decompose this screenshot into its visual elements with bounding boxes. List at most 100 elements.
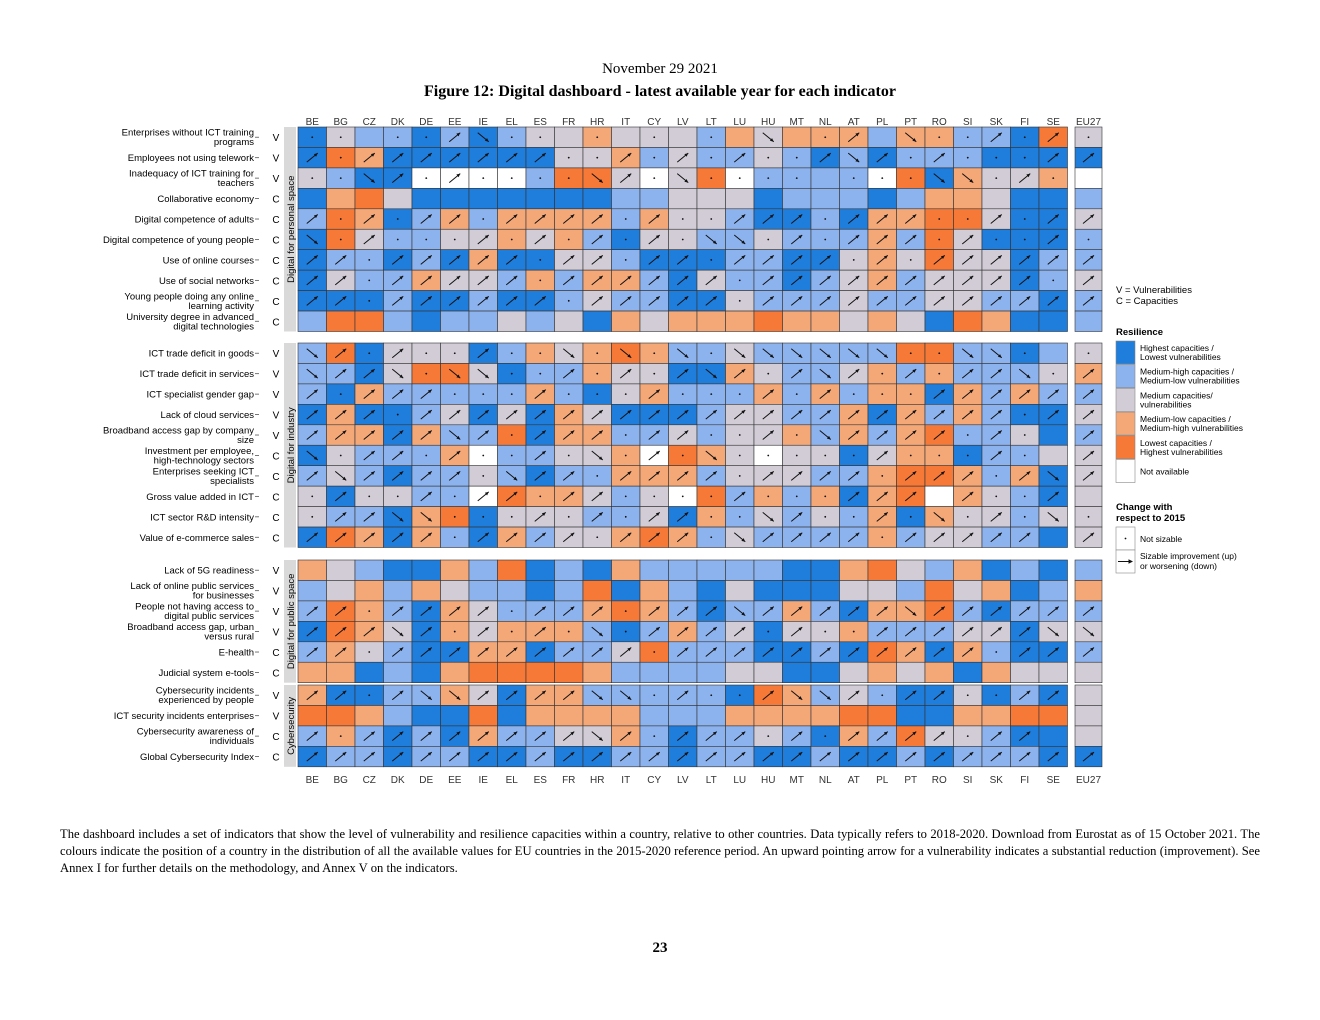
change-dot — [510, 610, 513, 613]
change-arrow-up-head — [997, 450, 1002, 455]
change-arrow-up-head — [883, 647, 888, 652]
change-dot — [624, 393, 627, 396]
column-header-top-ee: EE — [448, 117, 462, 128]
heatmap-cell — [554, 580, 584, 602]
heatmap-cell — [582, 705, 612, 727]
change-arrow-up-head — [912, 491, 917, 496]
change-dot — [596, 136, 599, 139]
change-arrow-up-head — [655, 606, 660, 611]
change-dot — [966, 694, 969, 697]
legend-swatch-label-cont: Medium-low vulnerabilities — [1140, 376, 1240, 386]
change-dot — [539, 259, 542, 261]
group-strip — [284, 560, 296, 683]
heatmap-cell — [611, 705, 641, 727]
change-dot — [909, 393, 912, 396]
change-dot — [311, 136, 314, 139]
change-arrow-up-head — [399, 606, 404, 611]
change-arrow-up-head — [484, 275, 489, 280]
change-arrow-up-head — [940, 627, 945, 631]
change-arrow-up-head — [1054, 255, 1059, 260]
heatmap-cell — [639, 188, 669, 210]
change-dot — [425, 372, 428, 375]
change-arrow-down-head — [427, 517, 432, 522]
row-label: ICT sector R&D intensity — [150, 512, 254, 523]
change-arrow-up-head — [627, 471, 632, 476]
change-arrow-up-head — [855, 369, 860, 373]
change-arrow-up-head — [627, 296, 632, 300]
row-type: V — [273, 370, 280, 381]
change-arrow-up-head — [883, 627, 888, 631]
column-header-bottom-be: BE — [306, 775, 320, 786]
change-arrow-up-head — [627, 731, 632, 736]
change-dot — [425, 238, 428, 241]
change-arrow-up-head — [1090, 752, 1094, 756]
change-arrow-up-head — [370, 627, 375, 631]
change-dot — [795, 177, 798, 180]
row-type: V — [273, 628, 280, 639]
change-arrow-up-head — [313, 647, 318, 652]
heatmap-cell — [668, 580, 698, 602]
column-header-bottom-si: SI — [963, 775, 972, 786]
change-arrow-down-head — [798, 354, 803, 358]
change-arrow-up-head — [997, 255, 1002, 260]
change-arrow-up-head — [940, 153, 945, 157]
column-header-bottom-bg: BG — [334, 775, 349, 786]
change-arrow-down-head — [456, 435, 461, 440]
column-header-top-lv: LV — [677, 117, 689, 128]
change-dot — [938, 454, 941, 457]
heatmap-cell — [297, 705, 327, 727]
row-type: C — [272, 195, 279, 206]
change-dot — [311, 495, 314, 498]
change-dot — [1052, 372, 1055, 375]
change-arrow-up-head — [826, 752, 831, 756]
row-label: People not having access to — [135, 602, 254, 613]
change-dot — [482, 454, 485, 457]
change-arrow-up-head — [456, 275, 461, 280]
change-dot — [596, 536, 599, 539]
heatmap-cell — [725, 705, 755, 727]
heatmap-cell — [1038, 580, 1068, 602]
heatmap-cell — [668, 126, 698, 148]
heatmap-cell — [468, 310, 498, 332]
row-label: University degree in advanced — [126, 312, 254, 323]
change-dot — [738, 434, 741, 436]
heatmap-cell — [753, 188, 783, 210]
heatmap-cell — [525, 580, 555, 602]
change-arrow-up-head — [684, 255, 689, 260]
change-arrow-up-head — [912, 296, 917, 300]
change-arrow-down-head — [598, 632, 603, 637]
page-number: 23 — [652, 940, 668, 956]
heatmap-cell — [440, 661, 470, 684]
change-arrow-up-head — [912, 214, 917, 219]
change-dot — [624, 259, 627, 261]
change-arrow-up-head — [427, 410, 432, 414]
change-arrow-up-head — [855, 410, 860, 414]
change-arrow-up-head — [741, 214, 746, 219]
change-dot — [710, 434, 713, 436]
change-dot — [596, 475, 599, 477]
legend-swatch-label-cont: Highest vulnerabilities — [1140, 447, 1223, 457]
row-type: C — [272, 276, 279, 287]
row-label: Value of e-commerce sales — [140, 533, 255, 544]
change-arrow-up-head — [484, 430, 489, 435]
change-arrow-up-head — [1026, 296, 1031, 300]
heatmap-cell — [896, 580, 926, 602]
heatmap-cell — [554, 661, 584, 684]
change-arrow-up-head — [570, 731, 575, 736]
column-header-bottom-sk: SK — [990, 775, 1004, 786]
change-dot — [710, 694, 713, 697]
change-arrow-down-head — [769, 517, 774, 522]
legend-swatch-label: Lowest capacities / — [1140, 438, 1212, 448]
heatmap-cell — [440, 705, 470, 727]
heatmap-cell — [896, 188, 926, 210]
change-arrow-up-head — [798, 410, 803, 414]
change-dot — [624, 495, 627, 498]
change-arrow-up-head — [798, 752, 803, 756]
change-arrow-down-head — [997, 354, 1002, 358]
change-arrow-up-head — [997, 532, 1002, 537]
change-dot — [510, 352, 513, 355]
change-dot — [966, 218, 969, 220]
change-dot — [995, 177, 998, 180]
change-dot — [938, 352, 941, 355]
change-dot — [510, 454, 513, 457]
